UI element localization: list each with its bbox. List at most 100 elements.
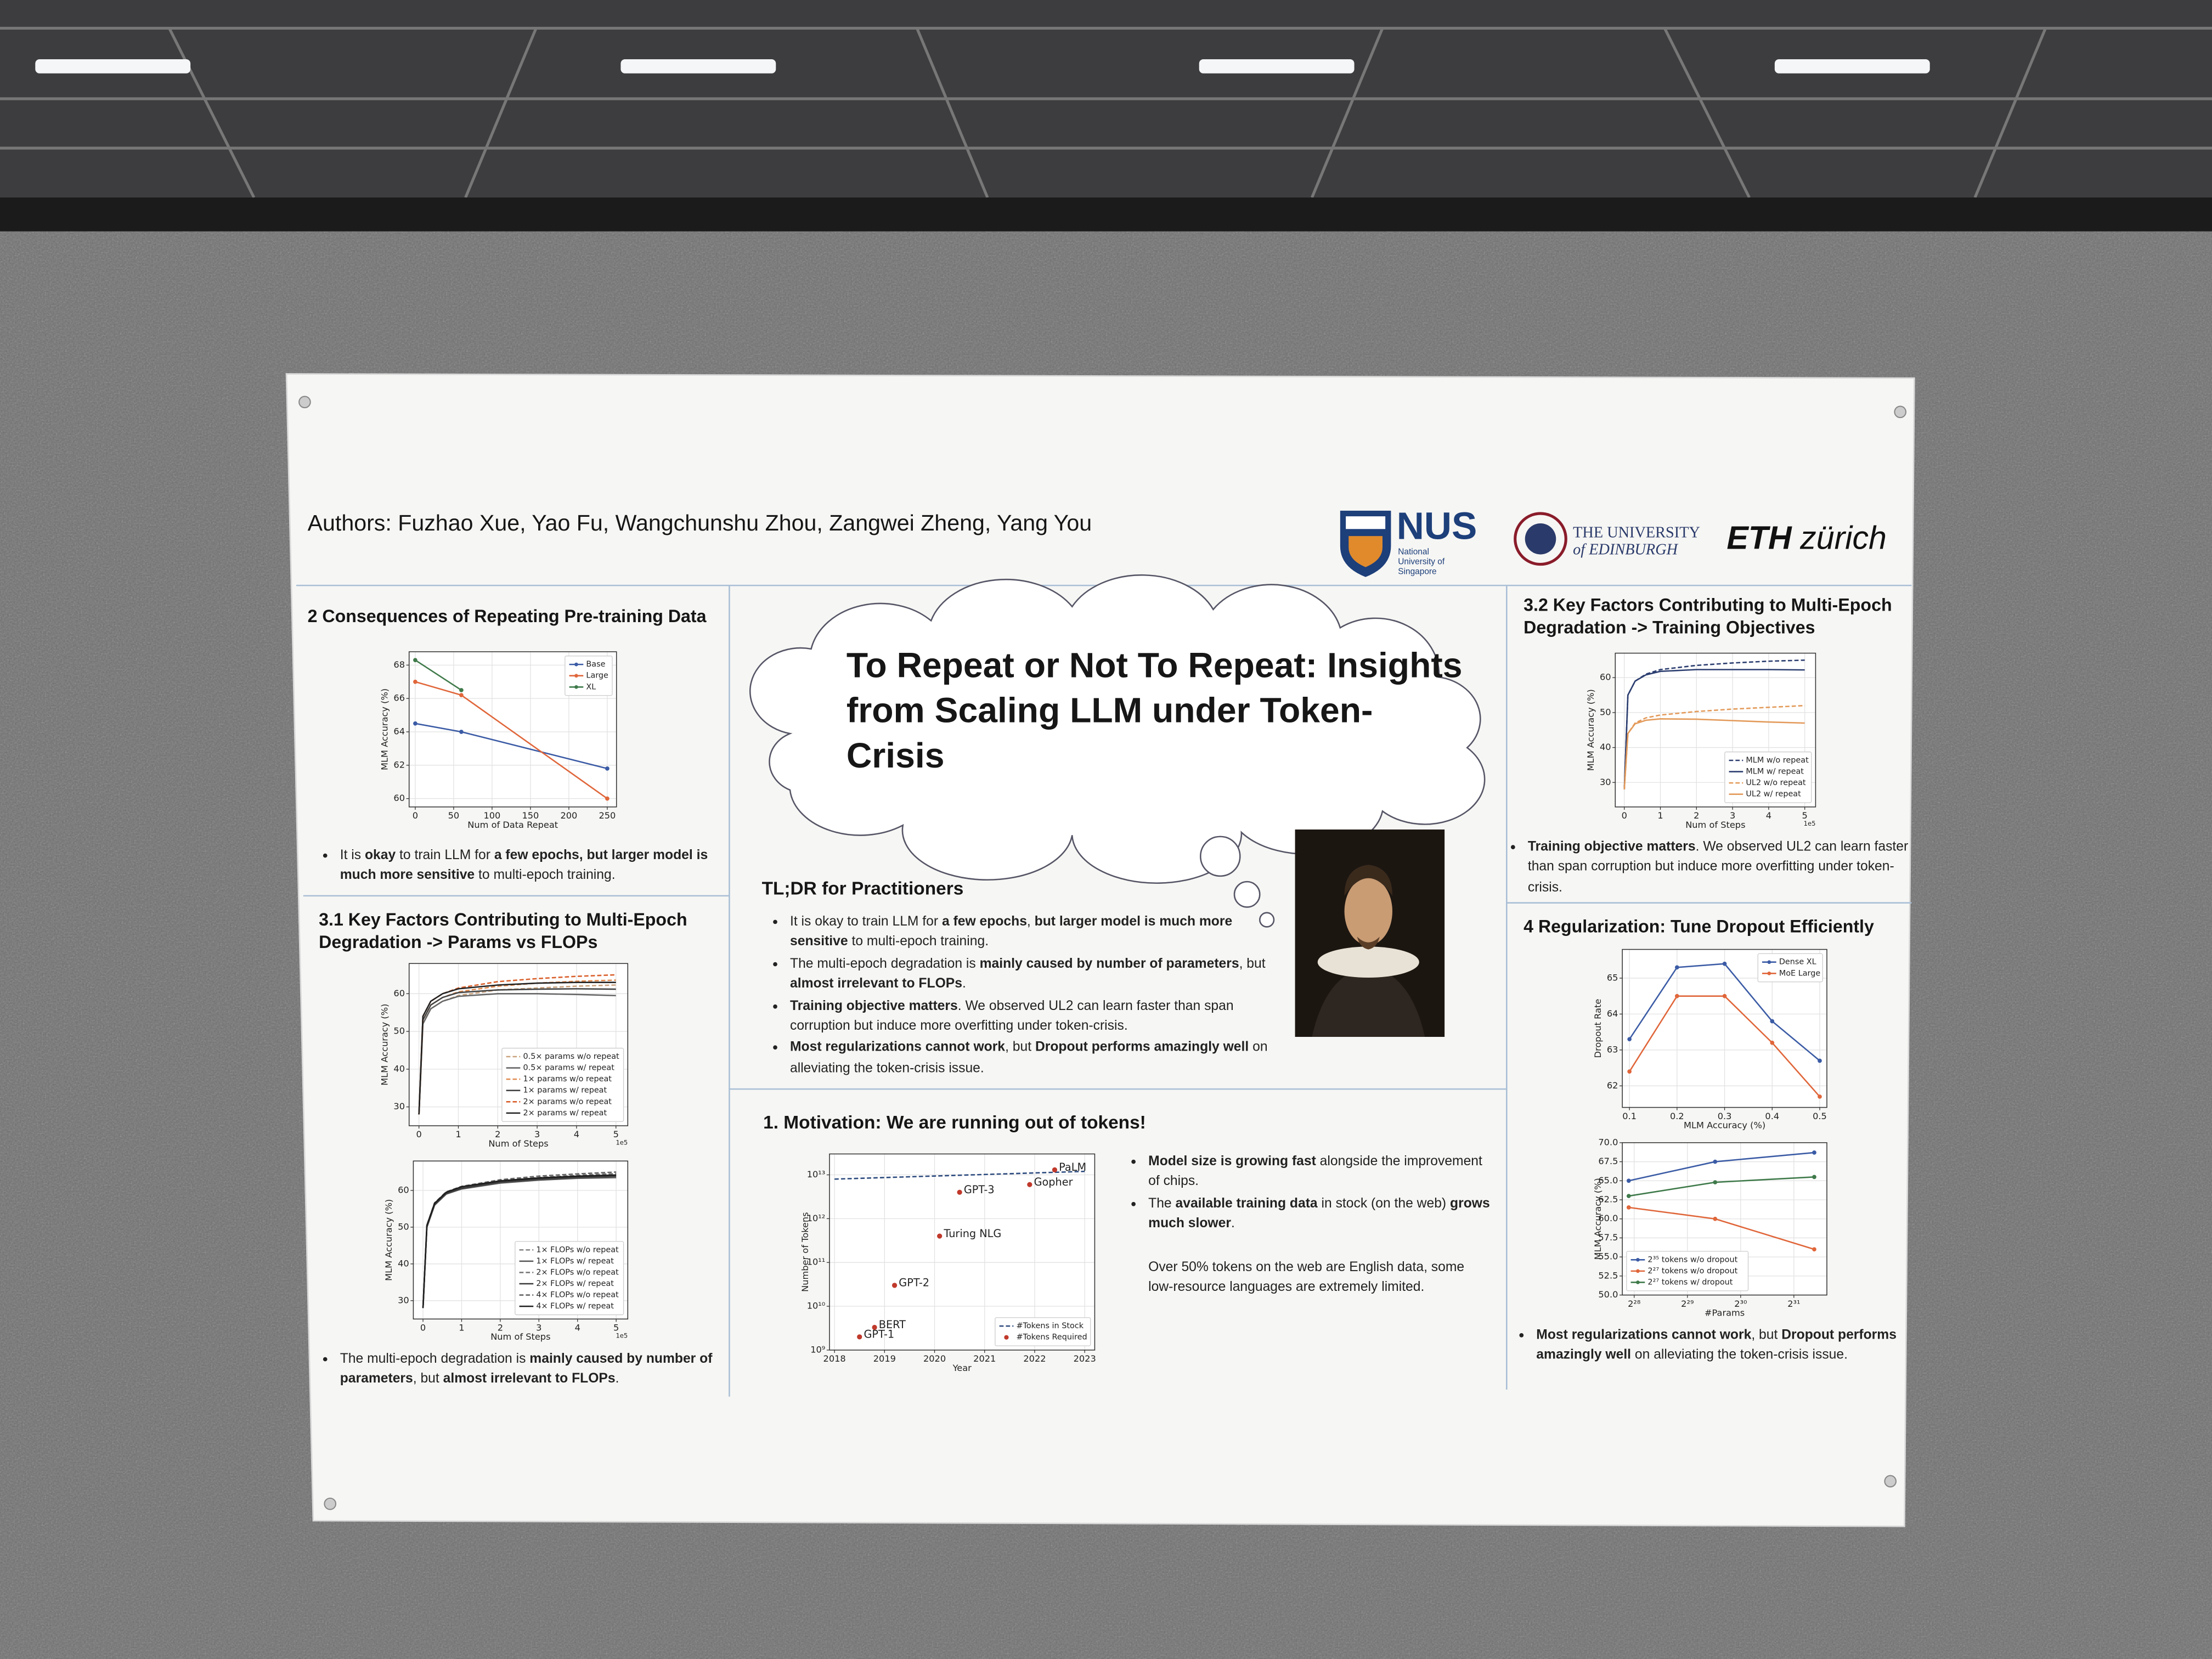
x-tick-label: 2²⁹ xyxy=(1681,1299,1694,1309)
x-tick-label: 0.2 xyxy=(1670,1111,1684,1121)
title-cloud xyxy=(749,574,1486,884)
bullet: Most regularizations cannot work, but Dr… xyxy=(790,1039,1269,1079)
x-axis-label: Num of Steps xyxy=(488,1138,548,1149)
bold-text: but larger model is much more sensitive xyxy=(790,914,1233,950)
y-tick-label: 67.5 xyxy=(1598,1156,1618,1166)
y-tick-label: 60 xyxy=(393,988,405,998)
x-axis-label: Num of Data Repeat xyxy=(467,820,558,830)
x-tick-label: 2020 xyxy=(923,1353,946,1364)
plot-frame xyxy=(408,963,629,1126)
legend-label: Base xyxy=(586,660,605,669)
bold-text: Most regularizations cannot work xyxy=(790,1040,1006,1056)
series-line xyxy=(1623,718,1805,790)
y-tick-label: 63 xyxy=(1607,1044,1618,1054)
portrait xyxy=(1295,830,1445,1037)
bold-text: mainly caused by number of parameters xyxy=(340,1351,713,1387)
legend-box xyxy=(1724,751,1812,803)
x-tick-label: 200 xyxy=(560,810,577,821)
bold-text: grows much slower xyxy=(1148,1196,1490,1232)
text: . xyxy=(962,976,966,992)
text: It is okay to train LLM for xyxy=(790,914,942,930)
x-tick-label: 2³¹ xyxy=(1787,1299,1800,1309)
x-tick-label: 0 xyxy=(413,810,418,821)
legend-label: 0.5× params w/o repeat xyxy=(523,1052,619,1061)
y-tick-label: 30 xyxy=(1600,777,1611,787)
marker xyxy=(1626,1178,1631,1183)
legend-label: 2× params w/ repeat xyxy=(523,1109,607,1118)
legend-label: 2²⁷ tokens w/o dropout xyxy=(1647,1267,1737,1276)
y-tick-label: 10¹² xyxy=(807,1213,826,1223)
marker xyxy=(459,730,464,734)
legend-box xyxy=(1626,1251,1749,1291)
edinburgh-line-1: THE UNIVERSITY xyxy=(1573,524,1700,542)
x-tick-label: 3 xyxy=(536,1323,541,1333)
legend-label: #Tokens Required xyxy=(1016,1333,1087,1342)
bullet-list: Most regularizations cannot work, but Dr… xyxy=(1521,1326,1903,1368)
point xyxy=(937,1233,943,1239)
x-tick-label: 1 xyxy=(1657,810,1663,821)
y-tick-label: 70.0 xyxy=(1598,1137,1618,1147)
section-heading: 4 Regularization: Tune Dropout Efficient… xyxy=(1523,917,1874,937)
legend-label: 2× FLOPs w/ repeat xyxy=(536,1279,614,1288)
text: on alleviating the token-crisis issue. xyxy=(790,1040,1268,1076)
legend-swatch xyxy=(1636,1257,1640,1262)
y-axis-label: Dropout Rate xyxy=(1593,999,1603,1058)
board-top xyxy=(0,198,2212,232)
legend-label: Dense XL xyxy=(1779,958,1816,967)
marker xyxy=(459,693,464,697)
text: to train LLM for xyxy=(396,848,494,864)
x-tick-label: 0.5 xyxy=(1813,1111,1827,1121)
legend-swatch xyxy=(574,662,578,667)
legend-label: 0.5× params w/ repeat xyxy=(523,1064,614,1073)
text: . xyxy=(1231,1216,1235,1232)
text: to multi-epoch training. xyxy=(848,934,989,950)
x-tick-label: 2 xyxy=(495,1129,500,1139)
series-line xyxy=(418,988,616,1115)
series-line xyxy=(418,981,616,1115)
series-line xyxy=(418,984,616,1115)
legend-swatch xyxy=(1767,971,1771,975)
legend-box xyxy=(515,1241,624,1316)
x-axis-label: Year xyxy=(952,1363,972,1373)
x-tick-label: 0.1 xyxy=(1622,1111,1637,1121)
text: , xyxy=(1026,914,1035,930)
y-axis-label: Number of Tokens xyxy=(800,1212,810,1291)
marker xyxy=(1675,994,1679,998)
y-tick-label: 30 xyxy=(393,1101,405,1111)
y-tick-label: 10⁹ xyxy=(810,1344,825,1355)
bold-text: Training objective matters xyxy=(790,998,958,1014)
legend-label: MLM w/ repeat xyxy=(1746,768,1804,776)
marker xyxy=(1818,1094,1822,1099)
bold-text: a few epochs, but larger model is much m… xyxy=(340,848,708,884)
point xyxy=(872,1324,877,1330)
marker xyxy=(1812,1175,1816,1180)
edinburgh-line-2: of EDINBURGH xyxy=(1573,541,1678,559)
y-tick-label: 60 xyxy=(393,793,405,803)
marker xyxy=(1713,1180,1718,1184)
legend-swatch xyxy=(1767,960,1771,964)
marker xyxy=(1626,1194,1631,1198)
plot-frame xyxy=(408,651,617,808)
y-tick-label: 40 xyxy=(398,1258,409,1268)
text: The multi-epoch degradation is xyxy=(340,1351,530,1367)
x-tick-label: 250 xyxy=(599,810,616,821)
y-tick-label: 50 xyxy=(398,1221,409,1232)
legend-label: 1× params w/ repeat xyxy=(523,1086,607,1095)
bullet: It is okay to train LLM for a few epochs… xyxy=(340,847,738,887)
bold-text: Most regularizations cannot work xyxy=(1536,1327,1752,1343)
series-line xyxy=(834,1170,1085,1180)
bullet-list: Model size is growing fast alongside the… xyxy=(1133,1153,1494,1237)
marker xyxy=(1675,965,1679,970)
nus-full-name: National University of Singapore xyxy=(1398,549,1445,577)
bold-text: a few epochs xyxy=(941,914,1027,930)
x-tick-label: 2021 xyxy=(973,1353,996,1364)
text: , but xyxy=(1239,956,1266,972)
marker xyxy=(1713,1159,1718,1164)
marker xyxy=(413,658,417,663)
text: in stock (on the web) xyxy=(1317,1196,1451,1212)
plot-frame xyxy=(1622,1142,1827,1296)
